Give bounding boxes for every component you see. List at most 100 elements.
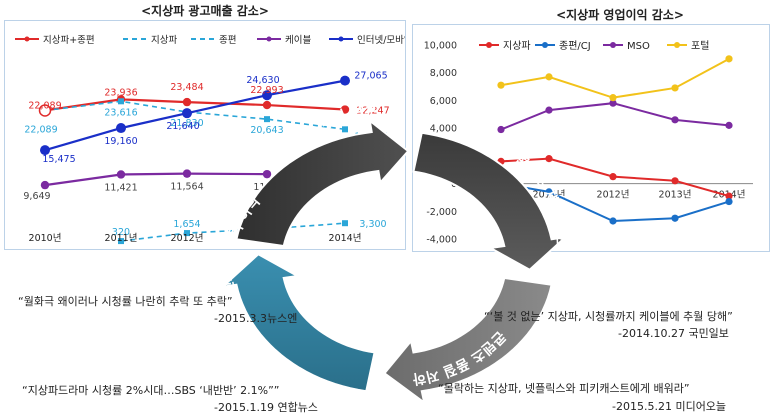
point-0-2 <box>182 97 192 107</box>
point-2-1 <box>118 238 124 245</box>
right-chart-panel: -4,000-2,00002,0004,0006,0008,00010,0002… <box>412 24 770 252</box>
point-2-4 <box>725 121 733 129</box>
point-3-0 <box>40 180 50 190</box>
y-tick-6: 8,000 <box>430 68 457 79</box>
legend-label-3: 포털 <box>691 40 709 52</box>
point-shared-2010 <box>38 104 52 117</box>
x-tick-2: 2012년 <box>171 233 204 244</box>
data-label-1-1: 23,616 <box>104 107 137 118</box>
point-3-2 <box>182 169 192 178</box>
operating-profit-chart: -4,000-2,00002,0004,0006,0008,00010,0002… <box>424 40 753 246</box>
point-3-1 <box>545 73 553 81</box>
y-tick-7: 10,000 <box>424 41 457 52</box>
x-tick-4: 2014년 <box>329 233 362 244</box>
y-tick-4: 4,000 <box>430 124 457 135</box>
quote-4-source: -2015.5.21 미디어오늘 <box>612 400 727 413</box>
data-label-0-0: 22,089 <box>28 100 61 111</box>
legend-label-0: 지상파 <box>503 40 531 52</box>
point-4-2 <box>182 108 192 119</box>
right-chart-title: <지상파 영업이익 감소> <box>556 8 684 22</box>
legend-marker-3 <box>674 42 680 48</box>
point-4-3 <box>262 90 272 101</box>
data-label-2-2: 1,654 <box>173 219 200 230</box>
point-3-2 <box>609 94 617 102</box>
point-3-0 <box>497 81 505 89</box>
legend-marker-4 <box>338 36 344 42</box>
data-label-0-3: 22,993 <box>250 85 283 96</box>
legend-marker-3 <box>266 36 272 42</box>
legend-marker-1 <box>542 42 548 48</box>
point-3-1 <box>116 170 126 179</box>
legend-marker-0 <box>486 42 492 48</box>
data-label-3-0: 9,649 <box>23 191 50 202</box>
y-tick-1: -2,000 <box>426 207 457 218</box>
point-2-2 <box>184 230 190 237</box>
point-4-4 <box>340 75 350 86</box>
point-0-4 <box>725 192 733 200</box>
data-label-0-4: 22,247 <box>356 106 389 117</box>
point-1-3 <box>671 214 679 222</box>
data-label-2-4: 3,300 <box>359 219 386 230</box>
cycle-arrow-right <box>412 131 569 272</box>
point-1-2 <box>609 217 617 225</box>
point-2-3 <box>671 116 679 124</box>
legend-label-4: 인터넷/모바일 <box>357 35 405 46</box>
x-tick-3: 2013년 <box>659 190 692 201</box>
point-4-0 <box>40 145 50 156</box>
point-2-1 <box>545 106 553 114</box>
x-tick-0: 2010년 <box>29 233 62 244</box>
legend-label-2: 종편 <box>219 34 236 46</box>
point-1-1 <box>118 98 124 105</box>
point-1-1 <box>545 188 553 196</box>
data-label-1-2: 21,830 <box>170 118 203 129</box>
point-4-1 <box>116 123 126 134</box>
y-tick-0: -4,000 <box>426 235 457 246</box>
data-label-0-2: 23,484 <box>170 82 203 93</box>
data-label-3-2: 11,564 <box>170 182 203 193</box>
data-label-1-3: 20,643 <box>250 125 283 136</box>
legend-label-1: 종편/CJ <box>559 40 591 52</box>
legend-marker-0 <box>24 36 30 42</box>
point-1-4 <box>342 126 348 133</box>
quote-1: “월화극 왜이러나 시청률 나란히 추락 또 추락” <box>18 295 233 308</box>
cycle-arrow-top <box>235 118 410 248</box>
point-2-0 <box>497 125 505 134</box>
point-3-3 <box>262 169 272 179</box>
data-label-4-1: 19,160 <box>104 136 137 147</box>
x-tick-2: 2012년 <box>597 190 630 201</box>
data-label-3-1: 11,421 <box>104 182 137 193</box>
data-label-4-3: 24,630 <box>246 75 279 86</box>
data-label-4-4: 27,065 <box>354 71 387 82</box>
point-0-3 <box>262 100 272 110</box>
data-label-4-2: 21,640 <box>166 121 199 132</box>
legend-label-0: 지상파+종편 <box>43 34 95 46</box>
point-0-1 <box>545 155 553 163</box>
quote-3-source: -2014.10.27 국민일보 <box>618 327 729 340</box>
quote-1-source: -2015.3.3뉴스엔 <box>214 312 298 325</box>
quote-3: “‘볼 것 없는’ 지상파, 시청률까지 케이블에 추월 당해” <box>484 310 733 323</box>
legend-marker-2 <box>610 42 616 48</box>
quote-4: “몰락하는 지상파, 넷플릭스와 피키캐스트에게 배워라” <box>438 382 690 395</box>
x-tick-1: 2011년 <box>105 233 138 244</box>
point-0-2 <box>609 173 617 181</box>
data-label-0-1: 23,936 <box>104 87 137 98</box>
point-1-4 <box>725 197 733 206</box>
cycle-arrow-bottom <box>383 276 553 405</box>
legend-label-2: MSO <box>627 41 650 52</box>
point-2-4 <box>342 220 348 227</box>
legend-label-1: 지상파 <box>151 35 177 46</box>
point-3-4 <box>725 55 733 63</box>
point-3-3 <box>671 84 679 92</box>
series-line-3 <box>44 172 268 187</box>
point-0-4 <box>340 105 350 114</box>
data-label-2-1: 320 <box>112 227 130 238</box>
quote-2-source: -2015.1.19 연합뉴스 <box>214 401 318 414</box>
cycle-arrow-left <box>219 252 376 393</box>
point-0-3 <box>671 177 679 185</box>
point-2-2 <box>609 99 617 107</box>
y-tick-5: 6,000 <box>430 96 457 107</box>
data-label-1-0: 22,089 <box>24 124 57 135</box>
legend-label-3: 케이블 <box>285 35 311 46</box>
point-1-3 <box>264 116 270 123</box>
